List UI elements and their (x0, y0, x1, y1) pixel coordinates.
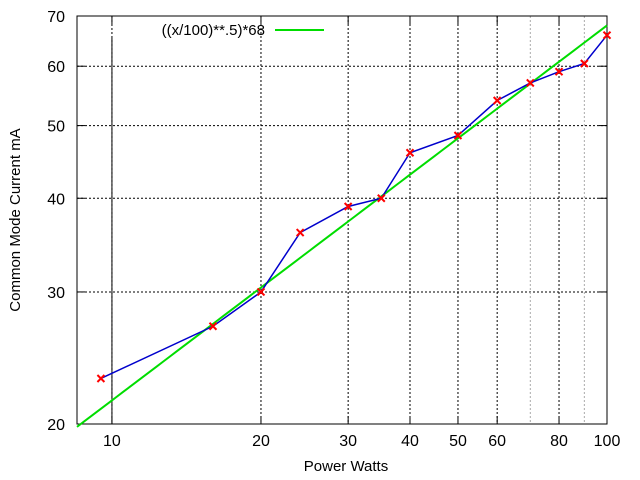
marker-stroke (377, 194, 386, 203)
marker-stroke (256, 287, 266, 297)
data-point-marker (554, 67, 564, 76)
x-axis-label: Power Watts (304, 458, 388, 475)
legend: ((x/100)**.5)*68 (162, 22, 324, 39)
marker-stroke (405, 148, 415, 157)
x-tick-label: 60 (488, 433, 506, 450)
marker-stroke (554, 67, 564, 76)
y-tick-label: 30 (47, 285, 65, 302)
data-point-marker (343, 202, 353, 211)
data-point-marker (526, 78, 535, 88)
x-tick-label: 40 (401, 433, 419, 450)
marker-stroke (96, 374, 106, 383)
data-point-marker (96, 374, 106, 383)
data-point-marker (580, 59, 589, 68)
marker-stroke (295, 228, 305, 237)
marker-stroke (453, 131, 463, 140)
marker-stroke (343, 202, 353, 211)
data-point-marker (256, 287, 266, 297)
x-tick-label: 20 (252, 433, 270, 450)
y-tick-label: 20 (47, 417, 65, 434)
data-point-marker (377, 194, 386, 203)
marker-stroke (580, 59, 589, 68)
data-point-marker (208, 322, 218, 331)
x-tick-label: 80 (550, 433, 568, 450)
measured-series-layer (96, 30, 612, 383)
y-tick-label: 40 (47, 191, 65, 208)
x-tick-label: 50 (449, 433, 467, 450)
y-tick-label: 70 (47, 9, 65, 26)
y-tick-label: 60 (47, 59, 65, 76)
grid-lines (77, 16, 607, 424)
x-tick-label: 100 (594, 433, 621, 450)
data-point-marker (492, 96, 502, 105)
data-point-marker (453, 131, 463, 140)
fit-curve-layer (76, 24, 608, 428)
fit-curve-line (76, 24, 608, 428)
legend-label: ((x/100)**.5)*68 (162, 22, 265, 39)
y-axis-ticks: 20 30 40 50 60 70 (47, 9, 607, 434)
marker-stroke (492, 96, 502, 105)
x-axis-ticks: 10 20 30 40 50 60 80 100 (103, 16, 620, 450)
measured-series-line (100, 34, 608, 380)
marker-stroke (602, 30, 612, 40)
x-tick-label: 30 (339, 433, 357, 450)
x-tick-label: 10 (103, 433, 121, 450)
marker-stroke (526, 78, 535, 88)
y-axis-label: Common Mode Current mA (7, 128, 24, 311)
plot-frame (76, 15, 608, 425)
data-point-marker (602, 30, 612, 40)
marker-stroke (208, 322, 218, 331)
data-point-marker (405, 148, 415, 157)
y-tick-label: 50 (47, 119, 65, 136)
data-point-marker (295, 228, 305, 237)
